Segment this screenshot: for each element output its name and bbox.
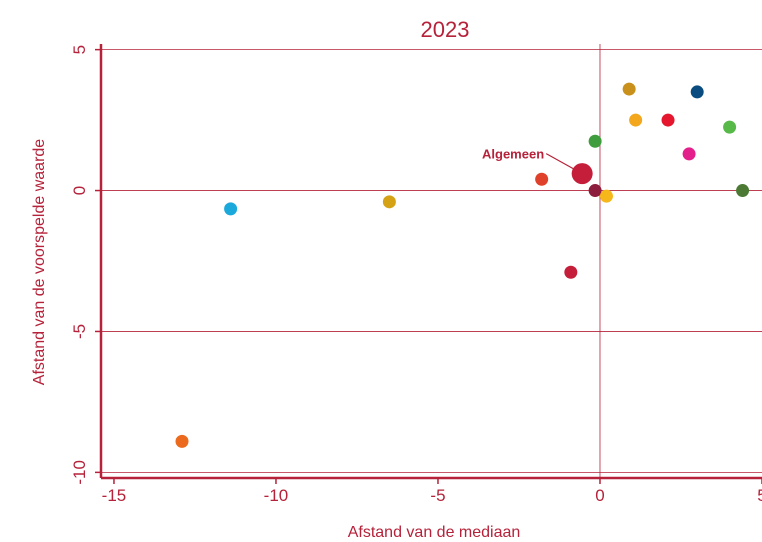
chart-title: 2023 <box>421 17 470 42</box>
x-axis-ticks: -15 -10 -5 0 5 <box>102 478 762 505</box>
data-point <box>588 184 602 198</box>
data-point <box>175 434 189 448</box>
x-tick-label: 5 <box>757 486 762 505</box>
data-point <box>622 82 636 96</box>
highlight-point <box>571 163 593 185</box>
y-tick-label: 0 <box>70 186 89 195</box>
x-tick-label: -5 <box>430 486 445 505</box>
data-point <box>224 202 238 216</box>
data-point <box>382 195 396 209</box>
data-point <box>629 113 643 127</box>
y-axis-ticks: 5 0 -5 -10 <box>70 45 101 485</box>
x-axis-label: Afstand van de mediaan <box>348 524 521 541</box>
annotation-leader-line <box>545 153 574 170</box>
data-point <box>661 113 675 127</box>
highlight-annotation: Algemeen <box>482 147 593 185</box>
y-axis-label: Afstand van de voorspelde waarde <box>31 139 48 385</box>
data-point <box>682 147 696 161</box>
data-point <box>599 189 613 203</box>
y-tick-label: -10 <box>70 460 89 485</box>
data-point <box>535 172 549 186</box>
x-tick-label: -15 <box>102 486 127 505</box>
grid-lines <box>101 44 762 478</box>
data-point <box>564 265 578 279</box>
y-tick-label: -5 <box>70 324 89 339</box>
highlight-label: Algemeen <box>482 147 544 162</box>
data-point <box>736 184 750 198</box>
data-point <box>588 134 602 148</box>
y-tick-label: 5 <box>70 45 89 54</box>
data-points <box>175 82 750 448</box>
x-tick-label: 0 <box>595 486 604 505</box>
x-tick-label: -10 <box>264 486 289 505</box>
data-point <box>690 85 704 99</box>
data-point <box>723 120 737 134</box>
axes <box>99 44 762 480</box>
